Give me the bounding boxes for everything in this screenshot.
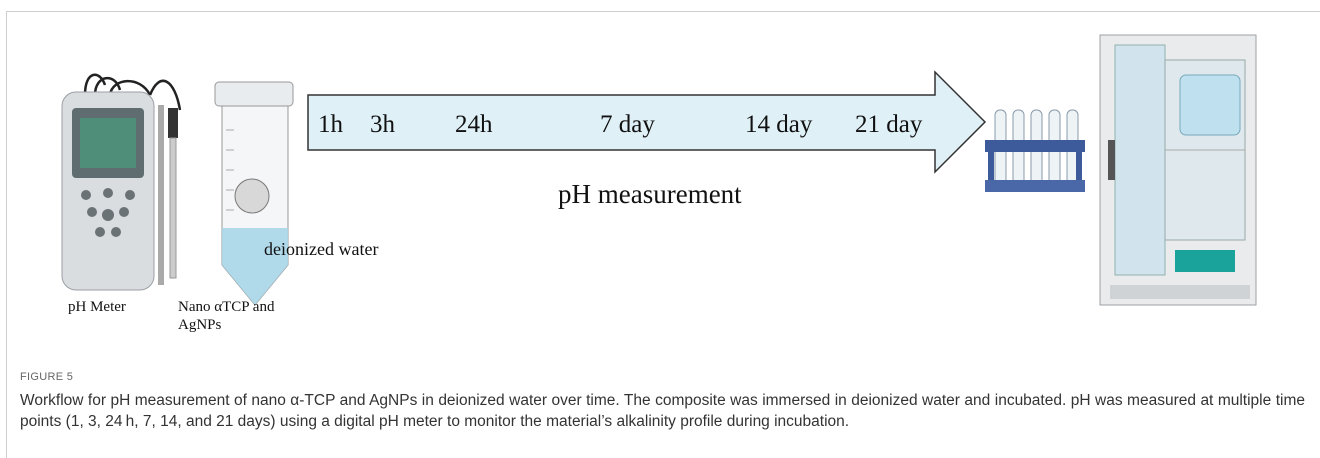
sample-tube-icon	[214, 81, 294, 306]
water-label: deionized water	[264, 239, 378, 259]
timepoint-label: 7 day	[600, 111, 655, 138]
timepoint-label: 24h	[455, 111, 493, 138]
figure: 1h 3h 24h 7 day 14 day 21 day pH measurement …	[61, 34, 1257, 333]
timepoint-label: 1h	[318, 111, 344, 138]
timeline-arrow	[307, 70, 987, 174]
sample-label: AgNPs	[178, 317, 222, 333]
meter-label: pH Meter	[68, 299, 126, 315]
figure-frame	[6, 11, 1320, 458]
figure-number: FIGURE 5	[20, 371, 74, 383]
figure-caption: Workflow for pH measurement of nano α-TC…	[20, 392, 1305, 430]
timepoint-label: 14 day	[745, 111, 813, 138]
timepoint-label: 21 day	[855, 111, 923, 138]
sample-label: Nano αTCP and	[178, 299, 275, 315]
test-tubes-icon	[985, 109, 1085, 192]
ph-meter-icon	[61, 73, 182, 291]
arrow-label: pH measurement	[558, 179, 742, 209]
timepoint-label: 3h	[370, 111, 396, 138]
incubator-icon	[1099, 34, 1257, 306]
